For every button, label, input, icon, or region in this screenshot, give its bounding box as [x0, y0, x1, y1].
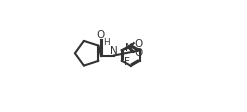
Text: O: O	[135, 47, 143, 57]
Text: O: O	[135, 39, 143, 49]
Text: N: N	[125, 43, 133, 53]
Text: F: F	[124, 56, 129, 66]
Text: O: O	[97, 30, 105, 40]
Text: N: N	[110, 46, 118, 55]
Text: H: H	[103, 38, 110, 46]
